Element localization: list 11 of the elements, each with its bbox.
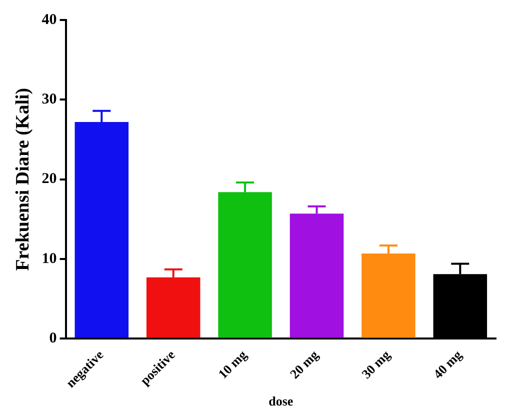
y-tick-label: 20 xyxy=(42,171,57,188)
y-tick-label: 40 xyxy=(42,12,57,28)
x-tick-label: 30 mg xyxy=(358,346,394,382)
x-axis-title: dose xyxy=(268,394,294,409)
y-tick-label: 30 xyxy=(42,92,57,108)
x-tick-label: 10 mg xyxy=(215,346,250,382)
x-tick-label: 40 mg xyxy=(430,346,465,382)
x-tick-label: 20 mg xyxy=(286,346,322,382)
y-tick-label: 10 xyxy=(42,250,57,267)
y-tick-label: 0 xyxy=(49,330,57,347)
y-axis-title: Frekuensi Diare (Kali) xyxy=(12,88,34,271)
